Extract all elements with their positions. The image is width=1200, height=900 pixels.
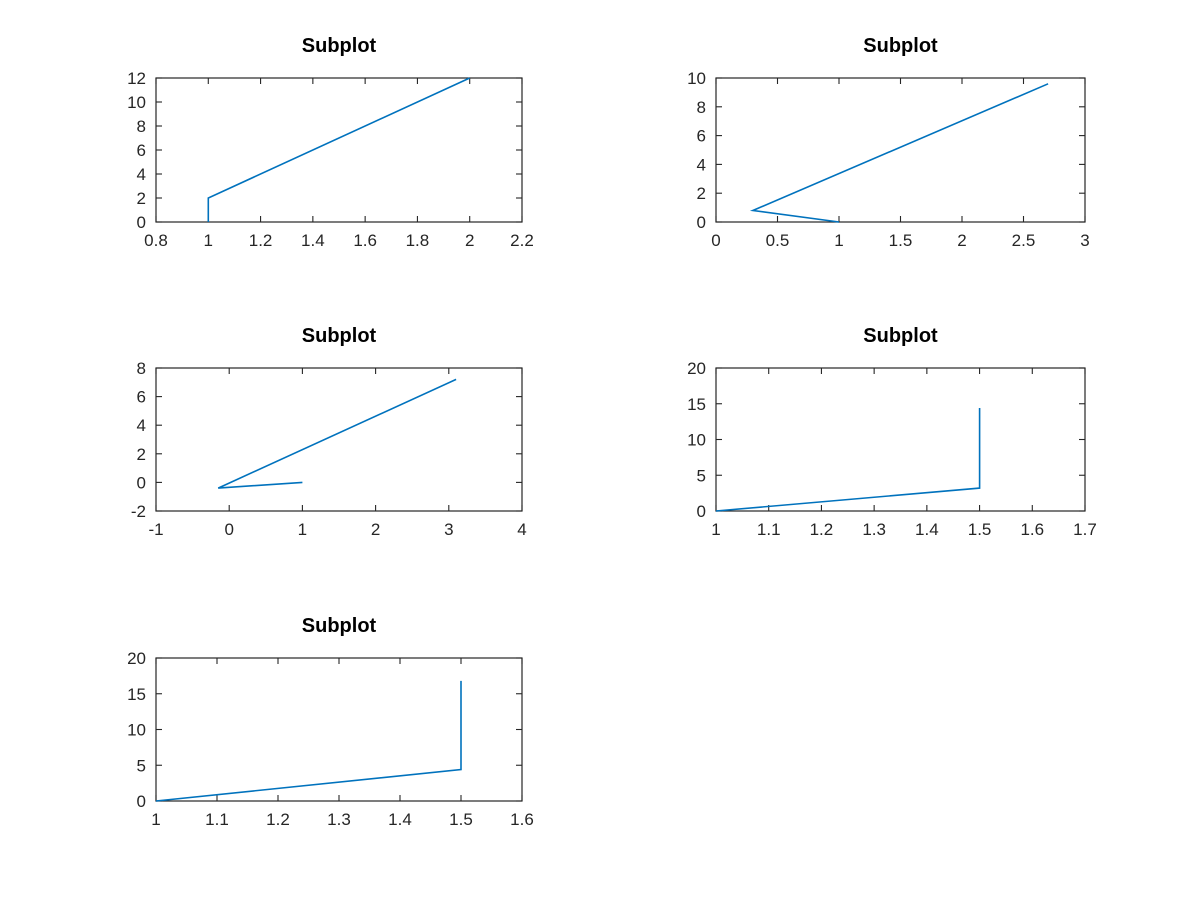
y-tick-label: 0: [137, 473, 146, 492]
x-tick-label: 1.2: [266, 810, 290, 829]
y-tick-label: 2: [137, 445, 146, 464]
x-tick-label: 1: [151, 810, 160, 829]
y-tick-label: 0: [137, 213, 146, 232]
x-tick-label: 1.7: [1073, 520, 1097, 539]
x-tick-label: 1: [204, 231, 213, 250]
y-tick-label: 20: [127, 649, 146, 668]
x-tick-label: 1.5: [449, 810, 473, 829]
y-tick-label: 12: [127, 69, 146, 88]
axes-box: [155, 77, 523, 223]
x-tick-label: 0: [711, 231, 720, 250]
y-tick-label: 2: [137, 189, 146, 208]
y-tick-label: 4: [137, 165, 146, 184]
y-tick-label: 4: [137, 416, 146, 435]
x-tick-label: 1.8: [406, 231, 430, 250]
y-tick-label: -2: [131, 502, 146, 521]
y-tick-label: 15: [687, 395, 706, 414]
x-tick-label: 0: [224, 520, 233, 539]
subplot-title: Subplot: [863, 35, 938, 57]
y-tick-label: 10: [687, 431, 706, 450]
subplot-2: Subplot 0 0.5 1 1.5 2 2.5 3 0 2 4 6 8 10: [687, 35, 1090, 250]
axes-box: [155, 657, 523, 802]
series-line-1: [207, 77, 471, 222]
x-tick-label: 1.6: [353, 231, 377, 250]
x-tick-label: 1.5: [889, 231, 913, 250]
series-line-1: [217, 378, 457, 489]
axes-box: [715, 77, 1086, 223]
x-tick-label: 2: [957, 231, 966, 250]
y-tick-label: 0: [697, 213, 706, 232]
subplot-title: Subplot: [302, 615, 377, 637]
x-tick-label: 0.8: [144, 231, 168, 250]
subplot-1: Subplot 0.8 1 1.2 1.4 1.6 1.8 2 2.2 0 2 4 6 8 10 12: [127, 35, 534, 250]
x-tick-label: 3: [1080, 231, 1089, 250]
x-tick-label: 4: [517, 520, 526, 539]
subplot-title: Subplot: [302, 325, 377, 347]
y-tick-label: 8: [137, 117, 146, 136]
subplot-4: Subplot 1 1.1 1.2 1.3 1.4 1.5 1.6 1.7 0 5 10 15 20: [687, 325, 1097, 539]
x-tick-label: 1.2: [249, 231, 273, 250]
x-tick-label: 1: [834, 231, 843, 250]
y-tick-label: 6: [137, 388, 146, 407]
x-tick-label: 2: [371, 520, 380, 539]
axes-box: [155, 367, 523, 512]
subplot-3: Subplot -1 0 1 2 3 4 -2 0 2 4 6 8: [131, 325, 527, 539]
x-tick-label: 1.6: [1020, 520, 1044, 539]
series-line-1: [155, 680, 462, 802]
x-tick-label: 2.5: [1012, 231, 1036, 250]
subplot-5: Subplot 1 1.1 1.2 1.3 1.4 1.5 1.6 0 5 10 15 20: [127, 615, 534, 829]
y-tick-label: 10: [127, 93, 146, 112]
y-tick-label: 6: [137, 141, 146, 160]
x-tick-label: 2.2: [510, 231, 534, 250]
y-tick-label: 4: [697, 155, 706, 174]
x-tick-label: 1.4: [388, 810, 412, 829]
x-tick-label: 1.5: [968, 520, 992, 539]
y-tick-label: 10: [127, 721, 146, 740]
x-tick-label: 1: [298, 520, 307, 539]
series-line-1: [715, 408, 981, 512]
series-line-1: [749, 83, 1049, 223]
x-tick-label: 1.1: [205, 810, 229, 829]
y-tick-label: 20: [687, 359, 706, 378]
y-tick-label: 8: [697, 98, 706, 117]
x-tick-label: 1.4: [301, 231, 325, 250]
y-tick-label: 0: [137, 792, 146, 811]
subplot-title: Subplot: [302, 35, 377, 57]
y-tick-label: 0: [697, 502, 706, 521]
x-tick-label: 3: [444, 520, 453, 539]
x-tick-label: 1.1: [757, 520, 781, 539]
x-tick-label: 1.3: [327, 810, 351, 829]
y-tick-label: 8: [137, 359, 146, 378]
x-tick-label: 1.4: [915, 520, 939, 539]
x-tick-label: -1: [148, 520, 163, 539]
subplot-title: Subplot: [863, 325, 938, 347]
y-tick-label: 15: [127, 685, 146, 704]
x-tick-label: 2: [465, 231, 474, 250]
x-tick-label: 1.6: [510, 810, 534, 829]
x-tick-label: 1: [711, 520, 720, 539]
y-tick-label: 5: [697, 466, 706, 485]
axes-box: [715, 367, 1086, 512]
x-tick-label: 1.3: [862, 520, 886, 539]
y-tick-label: 5: [137, 756, 146, 775]
y-tick-label: 2: [697, 184, 706, 203]
x-tick-label: 0.5: [766, 231, 790, 250]
y-tick-label: 6: [697, 127, 706, 146]
y-tick-label: 10: [687, 69, 706, 88]
x-tick-label: 1.2: [810, 520, 834, 539]
